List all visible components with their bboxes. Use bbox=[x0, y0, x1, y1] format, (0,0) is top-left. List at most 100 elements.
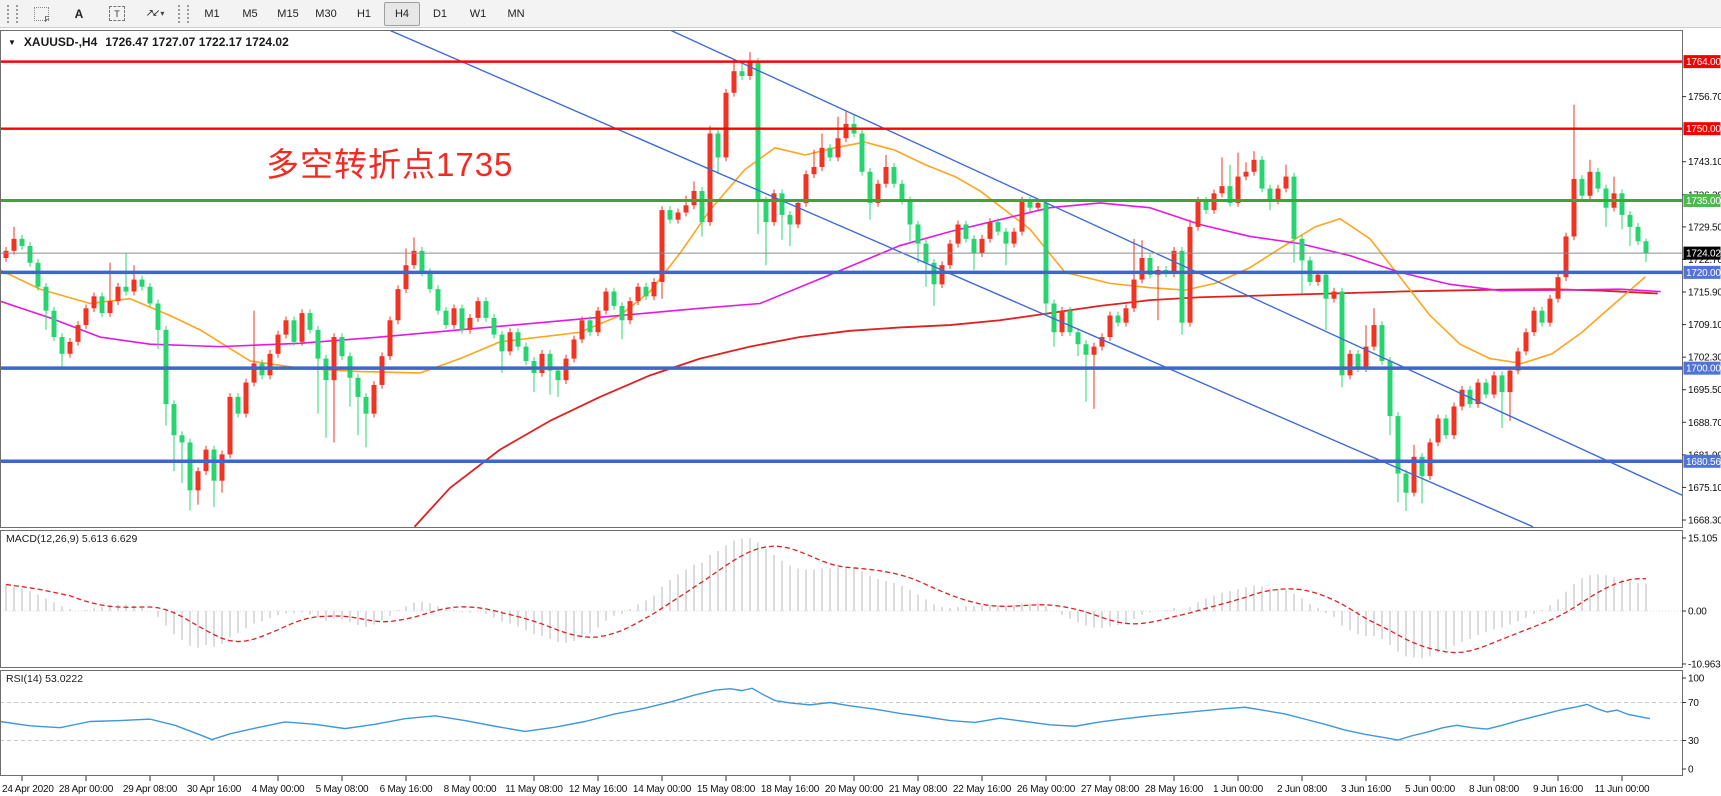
candle-body bbox=[803, 174, 809, 203]
candle-body bbox=[419, 250, 425, 273]
time-label: 9 Jun 16:00 bbox=[1533, 784, 1584, 795]
candle-body bbox=[267, 353, 273, 376]
candle-body bbox=[971, 238, 977, 254]
timeframe-button-M30[interactable]: M30 bbox=[315, 7, 337, 20]
candle-body bbox=[771, 193, 777, 223]
symbol-name[interactable]: XAUUSD-,H4 bbox=[23, 35, 98, 49]
candle-body bbox=[539, 353, 545, 373]
candle-body bbox=[171, 404, 177, 436]
candle-body bbox=[555, 370, 561, 381]
candle-body bbox=[643, 286, 649, 297]
candle-body bbox=[683, 205, 689, 213]
arrow-objects-button[interactable]: ↗↙ ▾ bbox=[137, 2, 173, 26]
candle-body bbox=[1195, 200, 1201, 227]
time-label: 28 Apr 00:00 bbox=[59, 784, 114, 795]
price-label-text: 1750.00 bbox=[1686, 124, 1721, 135]
candle-body bbox=[963, 224, 969, 239]
axis-label: 15.105 bbox=[1688, 534, 1718, 545]
toolbar-drag-handle-icon[interactable] bbox=[7, 4, 18, 23]
axis-label: 1722.70 bbox=[1688, 255, 1721, 266]
timeframe-button-H1[interactable]: H1 bbox=[356, 7, 372, 20]
candle-body bbox=[11, 238, 17, 251]
candle-body bbox=[67, 341, 73, 354]
candle-body bbox=[355, 377, 361, 397]
time-label: 1 Jun 00:00 bbox=[1213, 784, 1264, 795]
time-label: 18 May 16:00 bbox=[761, 784, 820, 795]
time-label: 5 Jun 00:00 bbox=[1405, 784, 1456, 795]
candle-body bbox=[1595, 171, 1601, 189]
candle-body bbox=[387, 320, 393, 357]
descending-line-2[interactable] bbox=[669, 30, 1682, 496]
symbol-dropdown-icon[interactable]: ▼ bbox=[8, 37, 16, 47]
axis-label: 1695.50 bbox=[1688, 385, 1721, 396]
candle-body bbox=[1523, 332, 1529, 352]
candle-body bbox=[579, 320, 585, 340]
candle-body bbox=[1243, 171, 1249, 177]
candle-body bbox=[155, 303, 161, 330]
time-axis[interactable]: 24 Apr 2020 28 Apr 00:00 29 Apr 08:00 30 Ap… bbox=[2, 776, 1650, 795]
time-label: 27 May 08:00 bbox=[1081, 784, 1140, 795]
timeframe-button-M15[interactable]: M15 bbox=[277, 7, 299, 20]
timeframe-button-H4[interactable]: H4 bbox=[384, 1, 420, 26]
descending-line-1[interactable] bbox=[388, 30, 1534, 528]
candle-body bbox=[1571, 178, 1577, 237]
candle-body bbox=[899, 183, 905, 201]
chart-text-annotation[interactable]: 多空转折点1735 bbox=[266, 146, 514, 183]
candle-body bbox=[1355, 353, 1361, 369]
candle-body bbox=[195, 471, 201, 491]
axis-label: 1688.70 bbox=[1688, 418, 1721, 429]
font-icon: A bbox=[74, 6, 84, 21]
candle-body bbox=[211, 449, 217, 481]
candle-body bbox=[1147, 258, 1153, 275]
candle-body bbox=[779, 193, 785, 215]
marquee-icon: F bbox=[33, 6, 50, 24]
candle-body bbox=[715, 133, 721, 158]
candle-body bbox=[451, 308, 457, 326]
price-label-box bbox=[1683, 361, 1721, 375]
macd-panel bbox=[0, 538, 1682, 659]
candle-body bbox=[307, 313, 313, 330]
candle-body bbox=[987, 222, 993, 239]
time-label: 26 May 00:00 bbox=[1017, 784, 1076, 795]
candle-body bbox=[1235, 176, 1241, 203]
marquee-tool-button[interactable]: F bbox=[23, 2, 59, 26]
candle-body bbox=[587, 320, 593, 333]
timeframe-button-W1[interactable]: W1 bbox=[469, 7, 487, 20]
candle-body bbox=[139, 279, 145, 287]
timeframe-button-D1[interactable]: D1 bbox=[432, 7, 448, 20]
candle-body bbox=[1547, 298, 1553, 323]
candle-body bbox=[1267, 188, 1273, 201]
candle-body bbox=[435, 289, 441, 311]
font-tool-button[interactable]: A bbox=[61, 2, 97, 26]
candle-body bbox=[651, 281, 657, 297]
text-box-tool-button[interactable]: T bbox=[99, 2, 135, 26]
time-label: 6 May 16:00 bbox=[380, 784, 433, 795]
chart-canvas[interactable]: 1756.701743.101736.201729.501722.701715.… bbox=[0, 28, 1721, 796]
candle-body bbox=[299, 313, 305, 342]
candle-body bbox=[499, 334, 505, 352]
timeframe-button-MN[interactable]: MN bbox=[507, 7, 525, 20]
candle-body bbox=[1603, 188, 1609, 208]
candle-body bbox=[371, 384, 377, 414]
time-label: 24 Apr 2020 bbox=[2, 784, 54, 795]
axis-label: 1675.10 bbox=[1688, 483, 1721, 494]
candle-body bbox=[907, 200, 913, 225]
candle-body bbox=[179, 435, 185, 443]
candle-body bbox=[1619, 193, 1625, 215]
price-label-text: 1735.00 bbox=[1686, 196, 1721, 207]
price-axis[interactable]: 1756.701743.101736.201729.501722.701715.… bbox=[1682, 55, 1721, 776]
candle-body bbox=[1555, 277, 1561, 299]
candle-body bbox=[275, 334, 281, 354]
candle-body bbox=[1403, 473, 1409, 493]
time-label: 8 Jun 08:00 bbox=[1469, 784, 1520, 795]
toolbar-drag-handle-icon[interactable] bbox=[178, 4, 189, 23]
timeframe-button-M5[interactable]: M5 bbox=[242, 7, 258, 20]
candle-body bbox=[763, 200, 769, 223]
candle-body bbox=[723, 92, 729, 158]
candle-body bbox=[107, 301, 113, 314]
timeframe-button-M1[interactable]: M1 bbox=[204, 7, 220, 20]
candle-body bbox=[547, 353, 553, 371]
candle-body bbox=[427, 272, 433, 290]
candle-body bbox=[1179, 250, 1185, 323]
candle-body bbox=[1283, 176, 1289, 189]
